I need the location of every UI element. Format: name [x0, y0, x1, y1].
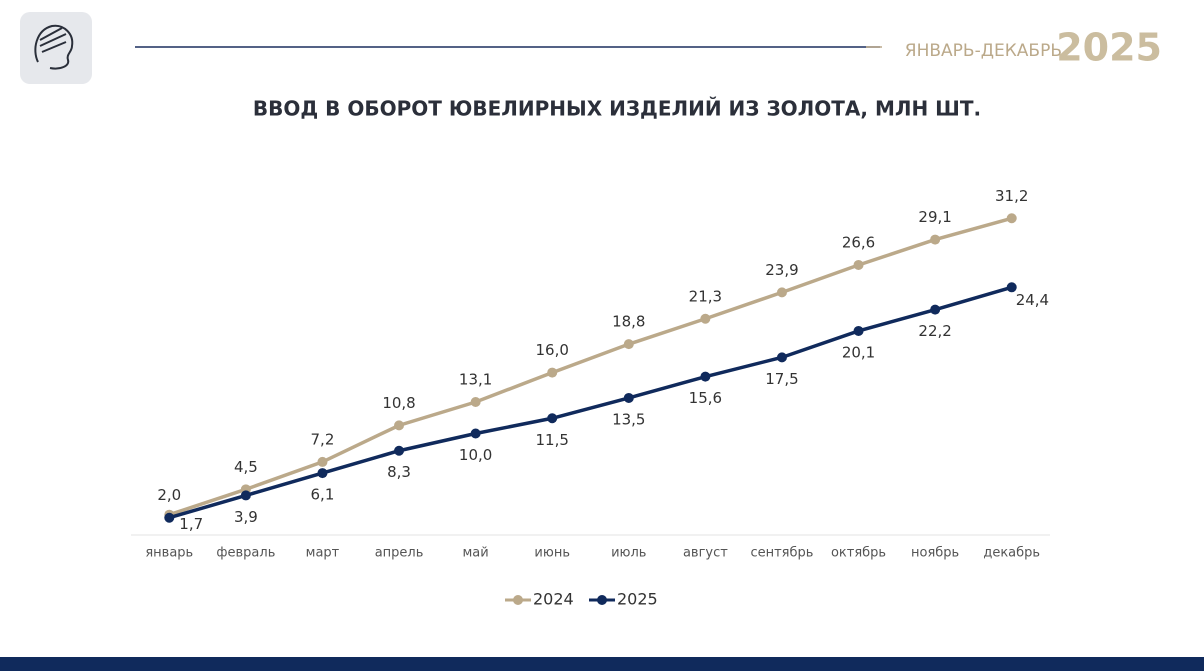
data-label: 10,0 — [459, 446, 492, 464]
data-label: 31,2 — [995, 187, 1028, 205]
point — [1006, 282, 1017, 293]
x-tick-label: июнь — [534, 546, 570, 561]
header-period: ЯНВАРЬ-ДЕКАБРЬ — [905, 41, 1062, 61]
x-tick-label: май — [463, 546, 489, 561]
point — [394, 420, 405, 431]
point — [700, 371, 711, 382]
x-tick-label: апрель — [375, 546, 424, 561]
point — [240, 490, 251, 501]
point — [547, 367, 558, 378]
point — [853, 259, 864, 270]
data-label: 18,8 — [612, 313, 645, 331]
legend-label: 2024 — [533, 590, 574, 609]
x-tick-label: август — [683, 546, 728, 561]
x-tick-label: ноябрь — [911, 546, 959, 561]
data-label: 21,3 — [689, 287, 722, 305]
point — [470, 397, 481, 408]
x-tick-label: декабрь — [983, 546, 1040, 561]
point — [853, 325, 864, 336]
point — [470, 428, 481, 439]
point — [930, 304, 941, 315]
data-label: 2,0 — [157, 486, 181, 504]
data-label: 6,1 — [311, 486, 335, 504]
x-tick-label: март — [306, 546, 340, 561]
point — [547, 413, 558, 424]
data-label: 16,0 — [536, 341, 569, 359]
series-line — [168, 216, 1013, 517]
logo-icon — [34, 24, 74, 70]
x-tick-label: октябрь — [831, 546, 886, 561]
data-label: 24,4 — [1016, 291, 1049, 309]
point — [317, 468, 328, 479]
data-label: 20,1 — [842, 343, 875, 361]
data-label: 4,5 — [234, 458, 258, 476]
x-tick-label: февраль — [216, 546, 275, 561]
legend-label: 2025 — [617, 590, 658, 609]
point — [776, 352, 787, 363]
series-line — [168, 285, 1013, 520]
footer-bar — [0, 657, 1204, 671]
x-tick-label: июль — [611, 546, 646, 561]
point — [1006, 213, 1017, 224]
point — [394, 445, 405, 456]
logo — [20, 12, 92, 84]
legend-marker — [597, 595, 607, 605]
data-label: 10,8 — [382, 394, 415, 412]
x-tick-label: январь — [145, 546, 193, 561]
data-label: 17,5 — [765, 370, 798, 388]
data-label: 7,2 — [311, 430, 335, 448]
chart-title: ВВОД В ОБОРОТ ЮВЕЛИРНЫХ ИЗДЕЛИЙ ИЗ ЗОЛОТ… — [253, 97, 981, 121]
point — [700, 313, 711, 324]
data-label: 1,7 — [179, 515, 203, 533]
point — [776, 287, 787, 298]
data-label: 13,5 — [612, 410, 645, 428]
x-tick-label: сентябрь — [750, 546, 813, 561]
data-label: 11,5 — [536, 431, 569, 449]
point — [623, 392, 634, 403]
data-label: 3,9 — [234, 508, 258, 526]
data-label: 15,6 — [689, 389, 722, 407]
point — [623, 339, 634, 350]
data-label: 29,1 — [918, 208, 951, 226]
data-label: 26,6 — [842, 233, 875, 251]
point — [164, 512, 175, 523]
legend-marker — [513, 595, 523, 605]
data-label: 23,9 — [765, 261, 798, 279]
data-label: 8,3 — [387, 463, 411, 481]
point — [317, 456, 328, 467]
data-label: 13,1 — [459, 371, 492, 389]
point — [930, 234, 941, 245]
header-year: 2025 — [1056, 26, 1162, 70]
data-label: 22,2 — [918, 322, 951, 340]
